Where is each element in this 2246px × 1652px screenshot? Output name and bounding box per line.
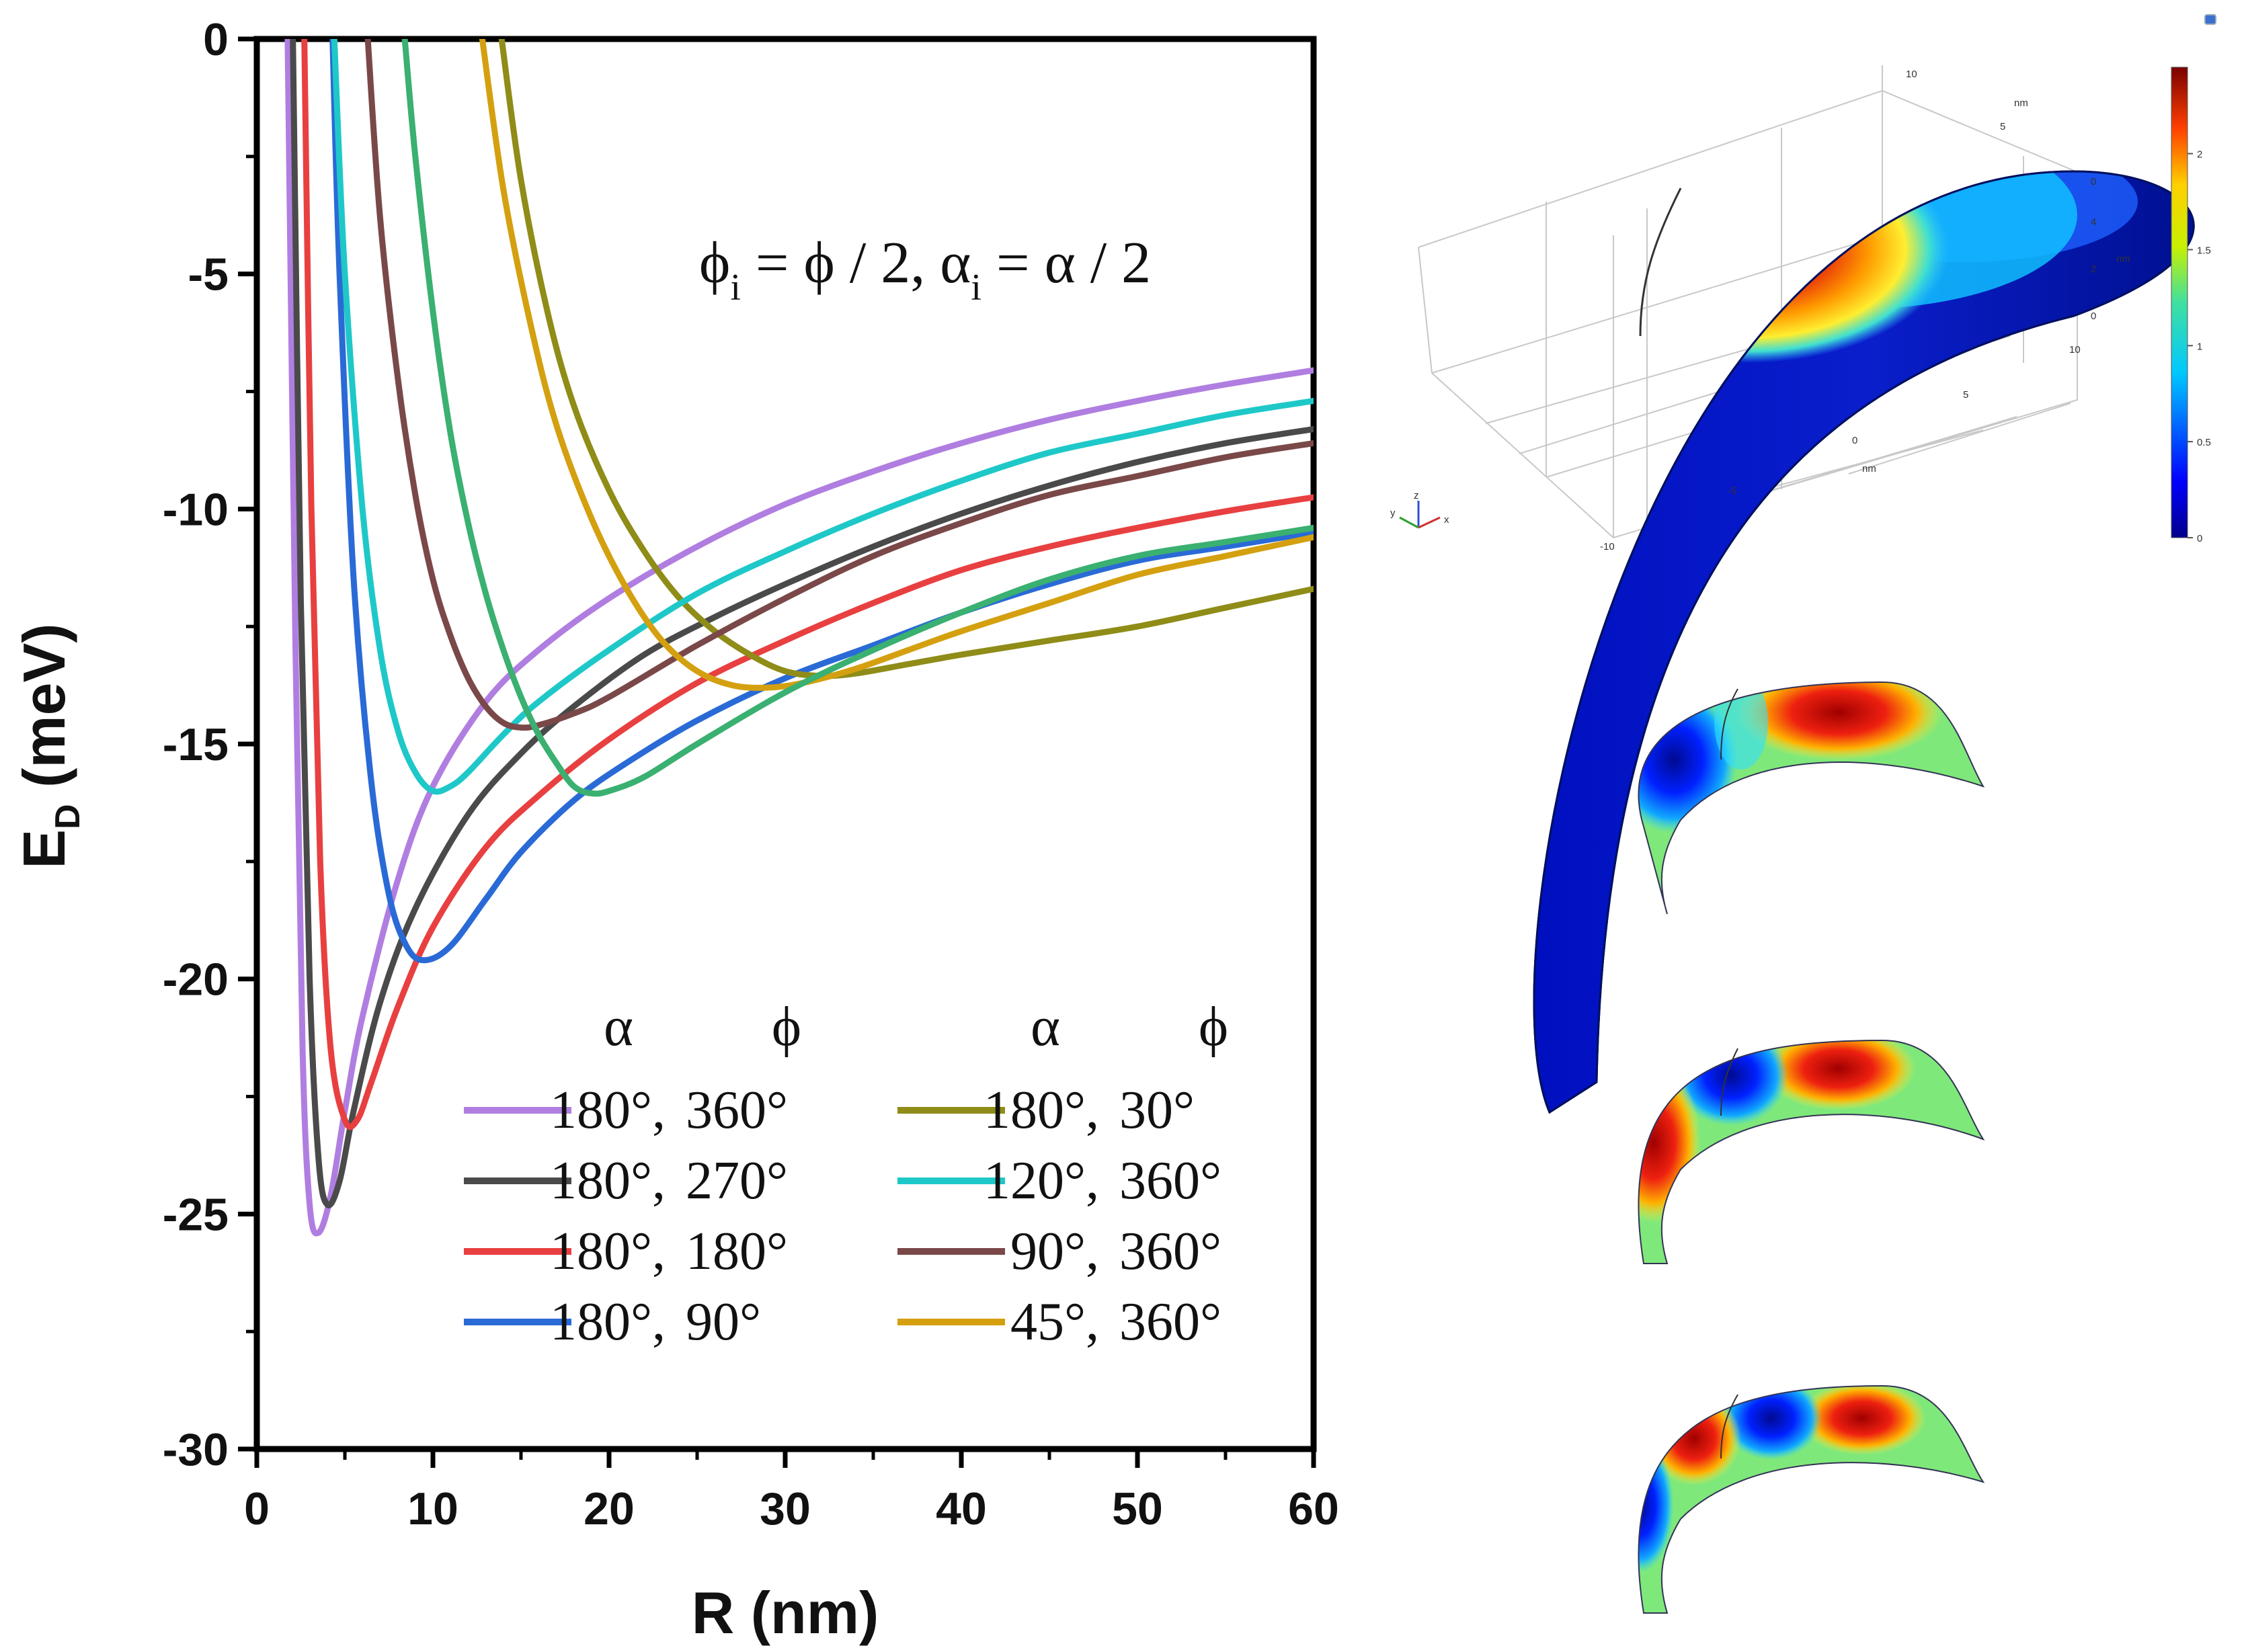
annotation-phi: ϕ bbox=[699, 231, 730, 296]
plot3d-bottom-label-minus10: -10 bbox=[1600, 541, 1615, 552]
x-axis-ticks: 0 10 20 30 40 50 60 bbox=[244, 1449, 1339, 1534]
y-tick-label: 0 bbox=[203, 14, 229, 65]
legend-phi: 360° bbox=[1119, 1151, 1221, 1210]
colorbar: 2 1.5 1 0.5 0 bbox=[2171, 67, 2211, 544]
annotation-eq2: = α / 2 bbox=[981, 231, 1151, 296]
colorbar-tick-label: 2 bbox=[2197, 149, 2202, 161]
y-axis-title: ED (meV) bbox=[11, 623, 87, 868]
plot3d-right-label-0: 0 bbox=[2091, 311, 2096, 322]
colorbar-tick-label: 0 bbox=[2197, 533, 2202, 544]
legend-phi: 360° bbox=[1119, 1292, 1221, 1352]
equation-annotation: ϕi = ϕ / 2, αi = α / 2 bbox=[699, 231, 1151, 308]
plot3d-bottom-label-nm: nm bbox=[1862, 463, 1876, 474]
series-line-8 bbox=[401, 39, 1314, 797]
plot3d-top-label-5: 5 bbox=[2000, 121, 2005, 132]
y-tick-label: -5 bbox=[188, 249, 229, 300]
plot3d-axis-labels: 10 nm 5 0 4 2 0 nm 10 5 0 nm -5 -10 bbox=[1600, 69, 2130, 552]
plot3d-right-label-nm: nm bbox=[2116, 253, 2130, 265]
colorbar-gradient bbox=[2171, 67, 2188, 538]
y-axis-title-main: E bbox=[11, 829, 77, 869]
annotation-phi-sub: i bbox=[730, 267, 741, 308]
legend-alpha: 180°, bbox=[984, 1081, 1099, 1140]
plot3d-right-label-2: 2 bbox=[2091, 263, 2096, 275]
shell-surface bbox=[1533, 170, 2195, 1114]
plot3d-bottom-label-10: 10 bbox=[2069, 344, 2081, 356]
plot3d-bottom-label-5: 5 bbox=[1963, 389, 1968, 401]
series-line-5 bbox=[331, 39, 1314, 795]
plot3d-top-label-0: 0 bbox=[2091, 176, 2096, 188]
series-line-6 bbox=[364, 39, 1314, 731]
annotation-alpha: α bbox=[940, 231, 971, 296]
legend-alpha: 120°, bbox=[984, 1151, 1099, 1210]
series-line-4 bbox=[498, 39, 1314, 679]
y-axis-title-sub: D bbox=[48, 804, 87, 829]
mode-shape-2 bbox=[1638, 1039, 1985, 1264]
svg-text:ED (meV): ED (meV) bbox=[11, 623, 87, 868]
x-tick-label: 20 bbox=[584, 1483, 635, 1534]
colorbar-ticks: 2 1.5 1 0.5 0 bbox=[2188, 149, 2211, 544]
annotation-alpha-sub: i bbox=[971, 267, 981, 308]
legend-alpha: 180°, bbox=[550, 1151, 666, 1210]
legend-phi: 270° bbox=[686, 1151, 788, 1210]
annotation-eq1: = ϕ / 2, bbox=[741, 231, 940, 296]
colorbar-tick-label: 1.5 bbox=[2197, 245, 2211, 256]
x-tick-label: 0 bbox=[244, 1483, 270, 1534]
series-line-0 bbox=[284, 39, 1314, 1237]
plot3d-bottom-label-minus5: -5 bbox=[1728, 485, 1736, 497]
x-tick-label: 30 bbox=[760, 1483, 811, 1534]
legend-alpha: 45°, bbox=[1010, 1292, 1099, 1352]
mode-shape-3 bbox=[1638, 1385, 1985, 1614]
plot3d-top-label-10: 10 bbox=[1906, 69, 1917, 80]
plot3d-bottom-label-0: 0 bbox=[1852, 435, 1857, 446]
legend-entries: 180°, 360° 180°, 270° 180°, 180° 180°, 90° 180°,… bbox=[464, 1081, 1221, 1352]
corner-badge-icon bbox=[2204, 14, 2216, 25]
legend-phi: 360° bbox=[1119, 1222, 1221, 1281]
triad-z-label: z bbox=[1414, 490, 1419, 501]
x-tick-label: 60 bbox=[1288, 1483, 1339, 1534]
x-tick-label: 50 bbox=[1112, 1483, 1163, 1534]
colorbar-tick-label: 0.5 bbox=[2197, 437, 2211, 448]
mode-shape-1 bbox=[1638, 681, 1985, 915]
legend-phi: 180° bbox=[686, 1222, 788, 1281]
y-axis-title-unit: (meV) bbox=[11, 623, 77, 804]
y-axis-ticks: 0 -5 -10 -15 -20 -25 -30 bbox=[163, 14, 257, 1475]
y-tick-label: -30 bbox=[163, 1424, 229, 1475]
legend-alpha: 180°, bbox=[550, 1292, 666, 1352]
x-tick-label: 40 bbox=[936, 1483, 987, 1534]
y-tick-label: -20 bbox=[163, 954, 229, 1005]
surface-plot-3d: 10 nm 5 0 4 2 0 nm 10 5 0 nm -5 -10 y z … bbox=[1390, 14, 2216, 1114]
legend-header-alpha-2: α bbox=[1031, 995, 1060, 1058]
axis-triad: y z x bbox=[1390, 490, 1449, 529]
legend: α ϕ α ϕ 180°, 360°180°, 270°180°, 180°180°,… bbox=[464, 995, 1228, 1352]
legend-alpha: 180°, bbox=[550, 1081, 666, 1140]
y-tick-label: -10 bbox=[163, 484, 229, 535]
legend-alpha: 90°, bbox=[1010, 1222, 1099, 1281]
legend-header-phi-2: ϕ bbox=[1199, 995, 1228, 1058]
legend-phi: 30° bbox=[1119, 1081, 1195, 1140]
x-tick-label: 10 bbox=[407, 1483, 458, 1534]
series-line-3 bbox=[329, 39, 1314, 964]
triad-x-label: x bbox=[1444, 514, 1449, 526]
x-axis-title: R (nm) bbox=[692, 1579, 879, 1646]
legend-alpha: 180°, bbox=[550, 1222, 666, 1281]
plot3d-top-label-nm: nm bbox=[2014, 97, 2028, 109]
y-tick-label: -15 bbox=[163, 719, 229, 770]
legend-phi: 90° bbox=[686, 1292, 761, 1352]
series-line-1 bbox=[290, 39, 1314, 1208]
legend-phi: 360° bbox=[686, 1081, 788, 1140]
legend-header-alpha-1: α bbox=[604, 995, 633, 1058]
y-tick-label: -25 bbox=[163, 1189, 229, 1240]
series-layer bbox=[284, 39, 1314, 1237]
series-line-2 bbox=[301, 39, 1314, 1130]
series-line-7 bbox=[479, 39, 1314, 691]
legend-header-phi-1: ϕ bbox=[772, 995, 801, 1058]
colorbar-tick-label: 1 bbox=[2197, 341, 2202, 352]
energy-chart: 0 10 20 30 40 50 60 0-5-10-15-20-25-30 R (nm) … bbox=[11, 14, 1339, 1646]
plot3d-right-label-4: 4 bbox=[2091, 216, 2096, 228]
triad-y-label: y bbox=[1390, 507, 1396, 519]
